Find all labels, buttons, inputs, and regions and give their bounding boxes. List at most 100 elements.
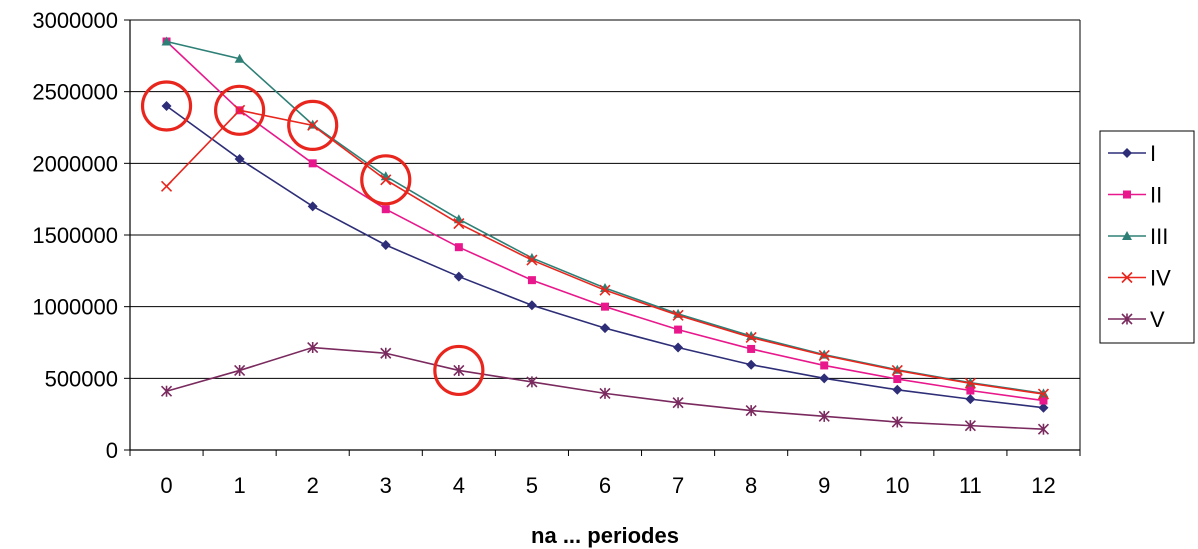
series-II: [162, 37, 1048, 405]
marker-x: [526, 254, 538, 266]
marker-x: [307, 119, 319, 131]
marker-star: [234, 364, 246, 377]
marker-diamond: [600, 323, 610, 334]
marker-diamond: [673, 342, 684, 353]
marker-square: [674, 325, 683, 334]
x-tick-label: 11: [959, 473, 982, 498]
marker-square: [820, 361, 829, 370]
marker-star: [1121, 313, 1133, 325]
annotation-circle: [360, 154, 412, 206]
marker-star: [380, 347, 392, 359]
y-tick-label: 500000: [45, 366, 118, 391]
marker-square: [308, 159, 317, 168]
marker-square: [601, 302, 609, 311]
series-I: [161, 101, 1049, 413]
x-tick-label: 6: [599, 473, 611, 498]
series-V: [160, 341, 1050, 435]
x-tick-label: 10: [885, 473, 909, 498]
legend-item-IV: IV: [1108, 266, 1171, 291]
annotation-circle: [140, 80, 193, 132]
y-tick-label: 3000000: [32, 8, 118, 33]
marker-x: [891, 364, 903, 377]
marker-x: [672, 309, 684, 321]
marker-square: [527, 276, 536, 285]
marker-square: [1123, 190, 1131, 199]
marker-x: [160, 180, 173, 192]
x-tick-label: 3: [380, 473, 392, 498]
marker-x: [380, 174, 392, 186]
x-tick-label: 9: [818, 473, 830, 498]
marker-diamond: [965, 394, 976, 405]
marker-x: [1037, 388, 1050, 400]
series-line: [166, 105, 1044, 409]
y-tick-labels: 0 500000 1000000 1500000 2000000 2500000 30000…: [32, 8, 118, 463]
marker-diamond: [380, 240, 391, 251]
marker-diamond: [746, 359, 757, 370]
marker-square: [454, 243, 463, 252]
x-tick-label: 4: [453, 473, 465, 498]
legend-label: V: [1150, 307, 1165, 332]
x-tick-label: 5: [526, 473, 538, 498]
marker-triangle: [234, 53, 245, 63]
marker-diamond: [526, 300, 537, 311]
legend-label: II: [1150, 183, 1162, 208]
marker-diamond: [234, 154, 245, 165]
x-tick-label: 1: [233, 473, 245, 498]
x-tick-label: 12: [1031, 473, 1055, 498]
marker-square: [1039, 396, 1048, 405]
marker-star: [818, 410, 830, 422]
marker-star: [891, 416, 903, 428]
x-tick-label: 0: [160, 473, 172, 498]
series-III: [161, 36, 1049, 398]
annotation-circle: [214, 84, 266, 136]
legend-label: III: [1150, 224, 1168, 249]
marker-star: [453, 364, 465, 377]
marker-diamond: [819, 373, 830, 384]
legend-label: I: [1150, 141, 1156, 166]
marker-triangle: [1038, 388, 1049, 398]
marker-square: [966, 386, 975, 395]
marker-square: [747, 344, 756, 353]
y-tick-label: 1000000: [32, 295, 118, 320]
marker-x: [818, 349, 830, 361]
annotation-circle: [287, 99, 339, 151]
marker-star: [672, 397, 684, 409]
series-IV: [160, 104, 1050, 400]
marker-triangle: [161, 36, 172, 46]
x-tick-label: 2: [307, 473, 319, 498]
marker-x: [745, 331, 757, 344]
annotation-circle: [433, 344, 485, 397]
marker-diamond: [307, 201, 318, 212]
y-tick-label: 2500000: [32, 80, 118, 105]
legend-item-III: III: [1108, 224, 1168, 249]
x-tick-label: 7: [672, 473, 684, 498]
marker-star: [599, 387, 611, 399]
x-axis-title: na ... periodes: [531, 523, 679, 548]
marker-star: [745, 405, 757, 417]
series-lines: [160, 36, 1050, 435]
series-line: [166, 40, 1044, 395]
marker-x: [599, 284, 611, 296]
legend-item-V: V: [1108, 307, 1165, 332]
series-line: [165, 40, 1044, 402]
marker-x: [453, 217, 465, 230]
marker-star: [307, 341, 319, 354]
marker-diamond: [453, 271, 464, 282]
marker-x: [964, 377, 976, 389]
annotation-circles: [140, 80, 485, 397]
marker-diamond: [1122, 148, 1132, 158]
y-tick-label: 2000000: [32, 151, 118, 176]
marker-diamond: [892, 384, 903, 395]
marker-x: [234, 104, 246, 116]
legend-label: IV: [1150, 266, 1171, 291]
marker-star: [526, 376, 538, 388]
marker-square: [381, 205, 390, 214]
y-tick-label: 0: [106, 438, 118, 463]
legend-item-II: II: [1108, 183, 1162, 208]
marker-diamond: [161, 101, 172, 111]
x-tick-label: 8: [745, 473, 757, 498]
marker-triangle: [1122, 231, 1132, 240]
legend-box: [1099, 130, 1195, 344]
